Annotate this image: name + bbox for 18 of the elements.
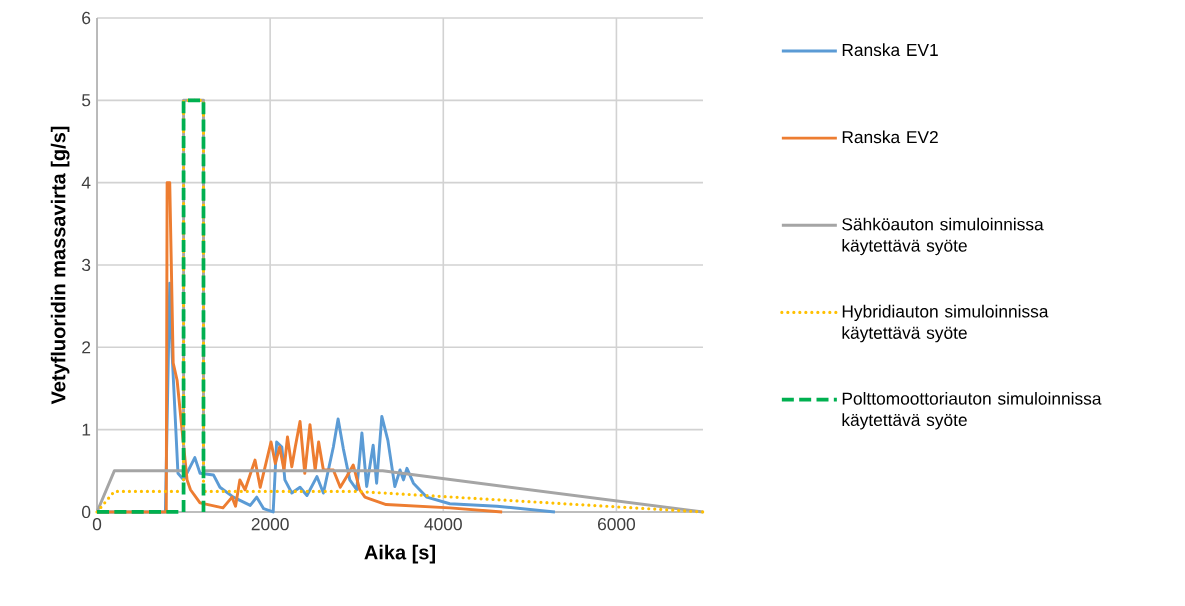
- y-tick-label: 6: [82, 11, 91, 25]
- y-tick-label: 1: [82, 423, 91, 436]
- y-tick-label: 3: [82, 258, 91, 272]
- y-tick-label: 0: [82, 505, 91, 519]
- x-axis-title: Aika [s]: [364, 544, 435, 564]
- legend-label: Hybridiauton simuloinnissa käytettävä syöte: [842, 304, 1049, 343]
- legend-label: Ranska EV1: [842, 43, 938, 57]
- y-tick-label: 5: [82, 94, 91, 107]
- y-axis-title: Vetyfluoridin massavirta [g/s]: [50, 126, 70, 405]
- y-tick-label: 4: [81, 176, 91, 189]
- x-tick-label: 0: [92, 518, 102, 531]
- legend-label: Sähköauton simuloinnissa käytettävä syöte: [842, 217, 1044, 256]
- x-tick-label: 6000: [598, 518, 636, 531]
- y-tick-label: 2: [82, 341, 91, 354]
- legend-label: Ranska EV2: [842, 130, 938, 144]
- x-tick-label: 4000: [424, 518, 462, 531]
- x-tick-label: 2000: [251, 518, 289, 531]
- legend-label: Polttomoottoriauton simuloinnissa käytettävä syöte: [842, 391, 1102, 430]
